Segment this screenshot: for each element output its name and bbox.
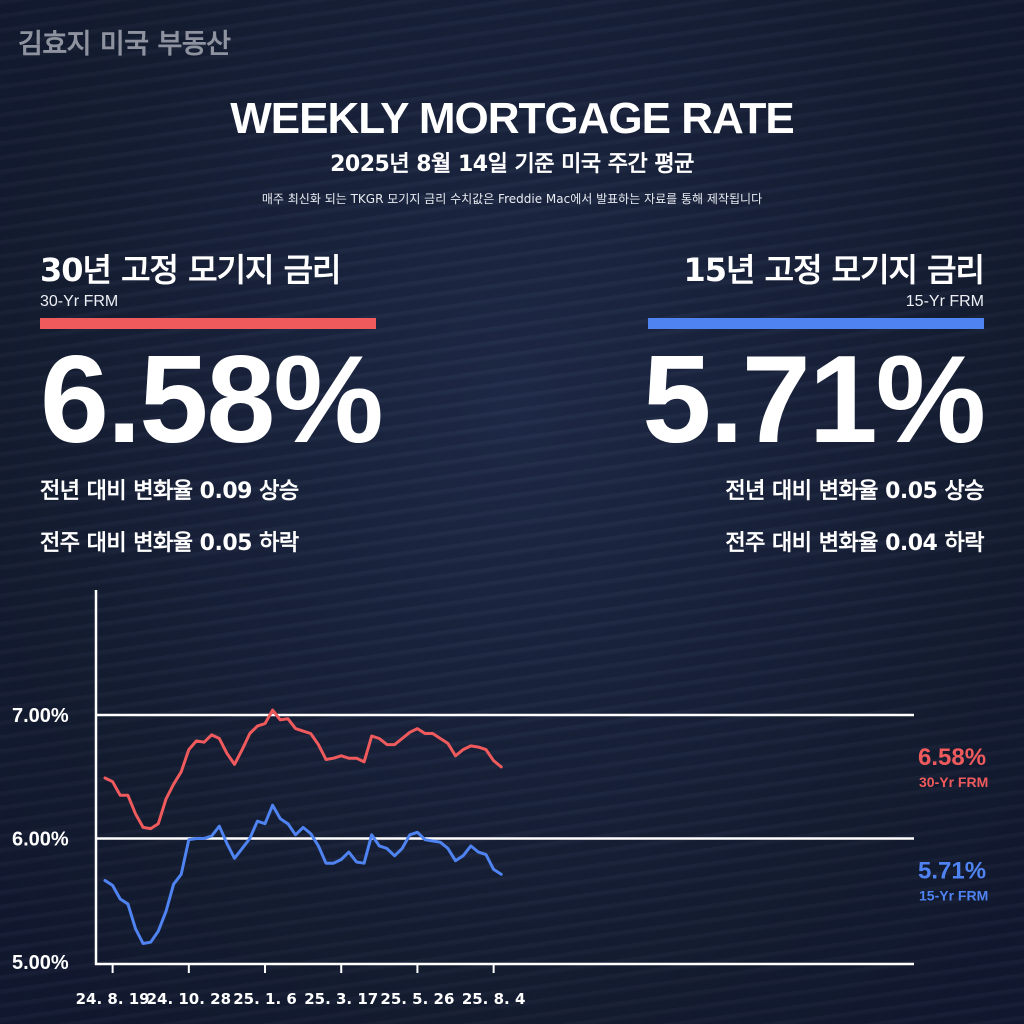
frm30-subtitle: 30-Yr FRM (40, 293, 119, 310)
frm15-panel: 15년 고정 모기지 금리 15-Yr FRM 5.71% 전년 대비 변화율 … (639, 250, 986, 557)
frm30-color-bar (40, 318, 376, 329)
frm15-series-name-label: 15-Yr FRM (919, 887, 988, 903)
frm30-end-value-label: 6.58% (918, 744, 986, 771)
frm30-wow-change: 전주 대비 변화율 0.05 하락 (40, 531, 299, 556)
source-note: 매주 최신화 되는 TKGR 모기지 금리 수치값은 Freddie Mac에서… (261, 192, 763, 206)
y-tick-label: 6.00% (12, 829, 69, 851)
x-tick-label: 24. 8. 19 (76, 990, 150, 1008)
frm15-yoy-change: 전년 대비 변화율 0.05 상승 (725, 479, 984, 504)
frm15-series-line (103, 803, 503, 945)
frm30-series-name-label: 30-Yr FRM (919, 774, 988, 790)
frm15-wow-change: 전주 대비 변화율 0.04 하락 (725, 531, 984, 556)
page-title: WEEKLY MORTGAGE RATE (230, 94, 794, 143)
y-tick-label: 5.00% (12, 952, 69, 974)
frm15-color-bar (648, 318, 984, 329)
brand-label: 김효지 미국 부동산 (18, 29, 231, 60)
x-tick-label: 25. 1. 6 (233, 990, 297, 1008)
x-tick-label: 24. 10. 28 (147, 990, 231, 1008)
frm15-rate-value: 5.71% (642, 331, 986, 469)
frm15-subtitle: 15-Yr FRM (905, 293, 984, 310)
frm15-end-value-label: 5.71% (918, 857, 986, 884)
frm30-panel: 30년 고정 모기지 금리 30-Yr FRM 6.58% 전년 대비 변화율 … (40, 250, 385, 557)
frm15-title: 15년 고정 모기지 금리 (683, 251, 985, 289)
frm30-series-line (103, 708, 503, 831)
x-tick-label: 25. 8. 4 (462, 990, 526, 1008)
page-subtitle: 2025년 8월 14일 기준 미국 주간 평균 (330, 152, 694, 177)
x-tick-label: 25. 3. 17 (304, 990, 378, 1008)
x-tick-label: 25. 5. 26 (380, 990, 454, 1008)
frm30-rate-value: 6.58% (40, 331, 384, 469)
frm30-title: 30년 고정 모기지 금리 (40, 251, 341, 289)
frm30-yoy-change: 전년 대비 변화율 0.09 상승 (40, 479, 299, 504)
y-tick-label: 7.00% (12, 705, 69, 727)
